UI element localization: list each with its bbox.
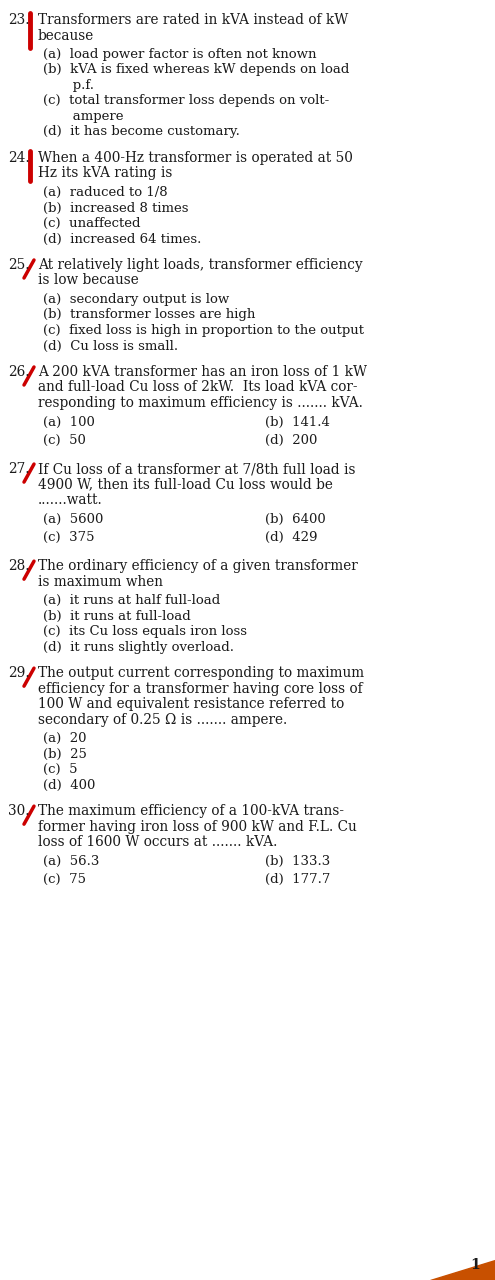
Text: (d)  increased 64 times.: (d) increased 64 times. [43,233,201,246]
Text: (c)  total transformer loss depends on volt-: (c) total transformer loss depends on vo… [43,95,329,108]
Text: The output current corresponding to maximum: The output current corresponding to maxi… [38,666,364,680]
Text: (c)  75: (c) 75 [43,873,86,886]
Text: (b)  25: (b) 25 [43,748,87,760]
Text: (a)  secondary output is low: (a) secondary output is low [43,293,229,306]
Text: 4900 W, then its full-load Cu loss would be: 4900 W, then its full-load Cu loss would… [38,477,333,492]
Text: (c)  375: (c) 375 [43,531,95,544]
Text: (a)  56.3: (a) 56.3 [43,855,99,868]
Text: 26.: 26. [8,365,30,379]
Text: A 200 kVA transformer has an iron loss of 1 kW: A 200 kVA transformer has an iron loss o… [38,365,367,379]
Text: (c)  5: (c) 5 [43,763,78,776]
Text: .......watt.: .......watt. [38,493,103,507]
Text: (a)  5600: (a) 5600 [43,512,103,526]
Text: loss of 1600 W occurs at ....... kVA.: loss of 1600 W occurs at ....... kVA. [38,835,277,849]
Text: The ordinary efficiency of a given transformer: The ordinary efficiency of a given trans… [38,559,358,573]
Text: and full-load Cu loss of 2kW.  Its load kVA cor-: and full-load Cu loss of 2kW. Its load k… [38,380,357,394]
Polygon shape [430,1260,495,1280]
Text: (b)  transformer losses are high: (b) transformer losses are high [43,308,255,321]
Text: 100 W and equivalent resistance referred to: 100 W and equivalent resistance referred… [38,698,344,712]
Text: (d)  429: (d) 429 [265,531,317,544]
Text: (b)  133.3: (b) 133.3 [265,855,330,868]
Text: 1: 1 [470,1258,480,1272]
Text: (d)  200: (d) 200 [265,434,317,447]
Text: 23.: 23. [8,13,30,27]
Text: (b)  it runs at full-load: (b) it runs at full-load [43,609,191,622]
Text: 24.: 24. [8,151,30,165]
Text: (d)  Cu loss is small.: (d) Cu loss is small. [43,339,178,352]
Text: former having iron loss of 900 kW and F.L. Cu: former having iron loss of 900 kW and F.… [38,819,357,833]
Text: (d)  400: (d) 400 [43,778,96,791]
Text: (c)  50: (c) 50 [43,434,86,447]
Text: (a)  it runs at half full-load: (a) it runs at half full-load [43,594,220,607]
Text: responding to maximum efficiency is ....... kVA.: responding to maximum efficiency is ....… [38,396,363,410]
Text: At relatively light loads, transformer efficiency: At relatively light loads, transformer e… [38,259,363,271]
Text: because: because [38,28,94,42]
Text: (a)  raduced to 1/8: (a) raduced to 1/8 [43,186,168,198]
Text: Transformers are rated in kVA instead of kW: Transformers are rated in kVA instead of… [38,13,348,27]
Text: is maximum when: is maximum when [38,575,163,589]
Text: (d)  177.7: (d) 177.7 [265,873,330,886]
Text: (a)  100: (a) 100 [43,416,95,429]
Text: The maximum efficiency of a 100-kVA trans-: The maximum efficiency of a 100-kVA tran… [38,804,344,818]
Text: 25.: 25. [8,259,30,271]
Text: 27.: 27. [8,462,30,476]
Text: 28.: 28. [8,559,30,573]
Text: (c)  unaffected: (c) unaffected [43,218,141,230]
Text: (a)  20: (a) 20 [43,732,87,745]
Text: (b)  kVA is fixed whereas kW depends on load: (b) kVA is fixed whereas kW depends on l… [43,64,349,77]
Text: (b)  6400: (b) 6400 [265,512,326,526]
Text: (a)  load power factor is often not known: (a) load power factor is often not known [43,47,316,61]
Text: p.f.: p.f. [43,79,94,92]
Text: (d)  it runs slightly overload.: (d) it runs slightly overload. [43,641,234,654]
Text: is low because: is low because [38,274,139,288]
Text: ampere: ampere [43,110,123,123]
Text: (b)  increased 8 times: (b) increased 8 times [43,201,189,215]
Text: efficiency for a transformer having core loss of: efficiency for a transformer having core… [38,682,363,695]
Text: 30.: 30. [8,804,30,818]
Text: If Cu loss of a transformer at 7/8th full load is: If Cu loss of a transformer at 7/8th ful… [38,462,355,476]
Text: When a 400-Hz transformer is operated at 50: When a 400-Hz transformer is operated at… [38,151,353,165]
Text: secondary of 0.25 Ω is ....... ampere.: secondary of 0.25 Ω is ....... ampere. [38,713,287,727]
Text: (d)  it has become customary.: (d) it has become customary. [43,125,240,138]
Text: (b)  141.4: (b) 141.4 [265,416,330,429]
Text: (c)  its Cu loss equals iron loss: (c) its Cu loss equals iron loss [43,625,247,639]
Text: 29.: 29. [8,666,30,680]
Text: (c)  fixed loss is high in proportion to the output: (c) fixed loss is high in proportion to … [43,324,364,337]
Text: Hz its kVA rating is: Hz its kVA rating is [38,166,172,180]
